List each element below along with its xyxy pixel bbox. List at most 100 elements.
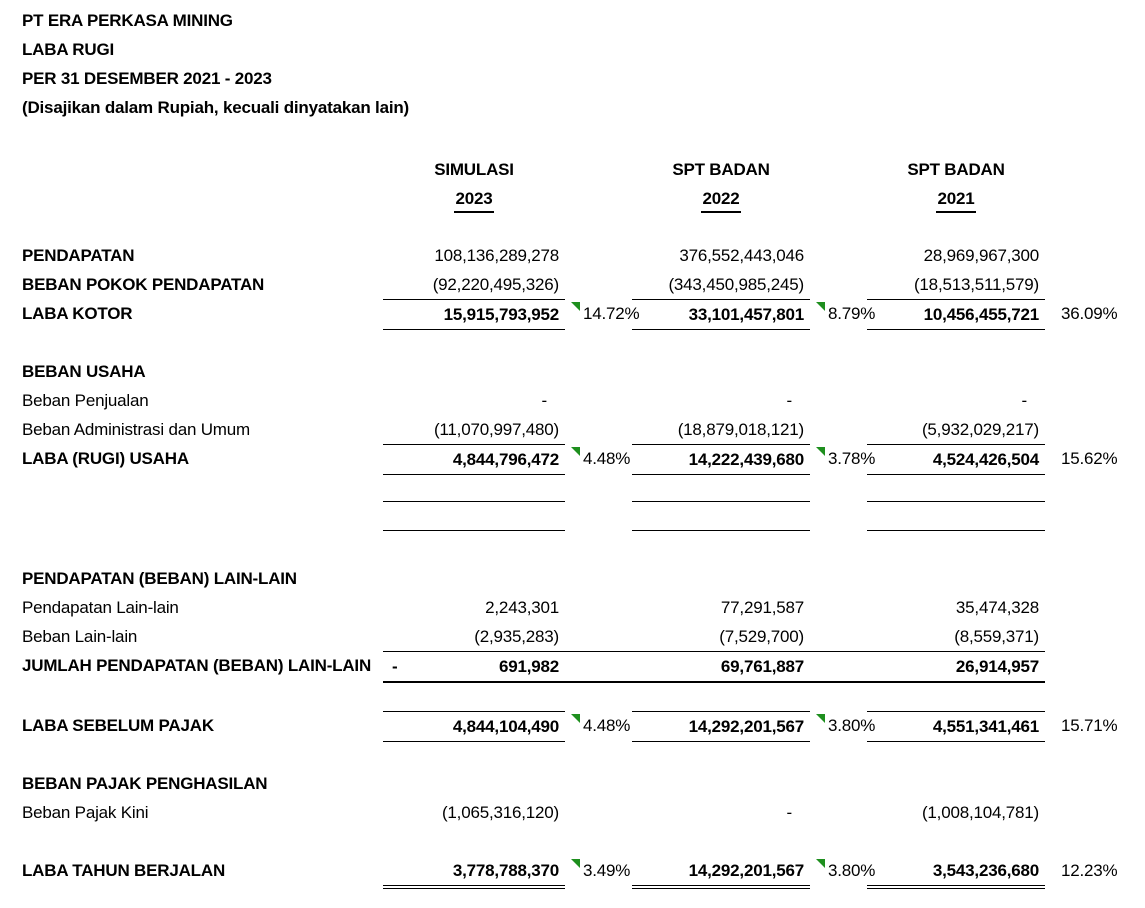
row-label: BEBAN USAHA — [22, 362, 146, 381]
table-row: BEBAN POKOK PENDAPATAN (92,220,495,326) (3… — [0, 270, 1145, 299]
year-header-2022: 2022 — [701, 186, 741, 213]
percent-cell: 4.48% — [565, 444, 632, 475]
table-row: Beban Pajak Kini (1,065,316,120) - (1,008,1… — [0, 798, 1145, 827]
percent-cell: 14.72% — [565, 299, 640, 330]
percent-cell — [810, 241, 867, 270]
column-header-row: SIMULASI SPT BADAN SPT BADAN — [0, 155, 1145, 184]
amount-cell: 33,101,457,801 — [632, 299, 810, 330]
table-row: Pendapatan Lain-lain 2,243,301 77,291,587 3… — [0, 593, 1145, 622]
amount-cell: (1,008,104,781) — [921, 803, 1039, 822]
percent-value: 3.78% — [828, 449, 876, 468]
amount-cell — [383, 769, 565, 798]
percent-value: 3.80% — [828, 716, 876, 735]
percent-cell — [810, 798, 867, 827]
income-statement-sheet: PT ERA PERKASA MINING LABA RUGI PER 31 D… — [0, 11, 1145, 889]
amount-cell — [632, 357, 810, 386]
dash-prefix: - — [392, 657, 398, 676]
percent-value: 4.48% — [583, 716, 631, 735]
percent-cell — [565, 564, 632, 593]
row-label — [0, 502, 383, 531]
percent-cell — [1045, 622, 1145, 651]
table-row — [0, 328, 1145, 357]
amount-cell: (18,513,511,579) — [913, 275, 1039, 294]
row-label: PENDAPATAN — [22, 246, 135, 265]
company-name: PT ERA PERKASA MINING — [22, 11, 233, 30]
percent-cell — [1045, 651, 1145, 683]
amount-cell: (92,220,495,326) — [432, 275, 559, 294]
percent-value: 3.80% — [828, 861, 876, 880]
error-indicator-icon — [816, 302, 825, 311]
percent-cell — [565, 593, 632, 622]
amount-cell: 28,969,967,300 — [923, 246, 1040, 265]
percent-cell — [565, 386, 632, 415]
table-row: Beban Lain-lain (2,935,283) (7,529,700) (8,… — [0, 622, 1145, 651]
year-header-2021: 2021 — [936, 186, 976, 213]
table-row — [0, 531, 1145, 564]
amount-cell: 4,844,104,490 — [383, 711, 565, 742]
amount-cell: 2,243,301 — [485, 598, 559, 617]
table-row: Beban Penjualan - - - — [0, 386, 1145, 415]
amount-cell: 10,456,455,721 — [867, 299, 1045, 330]
percent-cell — [565, 415, 632, 444]
amount-cell — [867, 357, 1045, 386]
percent-cell: 15.62% — [1045, 444, 1145, 475]
amount-cell — [867, 769, 1045, 798]
amount-cell — [383, 357, 565, 386]
report-title: LABA RUGI — [22, 40, 115, 59]
percent-cell — [1045, 415, 1145, 444]
amount-cell: (343,450,985,245) — [668, 275, 804, 294]
error-indicator-icon — [571, 302, 580, 311]
percent-cell — [1045, 473, 1145, 502]
percent-value: 15.71% — [1061, 716, 1118, 735]
column-header-spt-2021: SPT BADAN — [907, 160, 1005, 179]
amount-cell: 4,551,341,461 — [867, 711, 1045, 742]
table-row — [0, 502, 1145, 531]
percent-cell — [810, 593, 867, 622]
row-label: Beban Lain-lain — [22, 627, 138, 646]
percent-cell — [810, 622, 867, 651]
percent-cell — [810, 769, 867, 798]
row-label — [0, 473, 383, 502]
table-row — [0, 827, 1145, 856]
percent-cell — [565, 502, 632, 531]
percent-cell — [810, 270, 867, 299]
percent-cell — [1045, 270, 1145, 299]
percent-cell: 3.78% — [810, 444, 875, 475]
amount-cell — [867, 473, 1045, 502]
percent-cell — [1045, 386, 1145, 415]
error-indicator-icon — [816, 859, 825, 868]
amount-cell: - — [786, 803, 793, 822]
error-indicator-icon — [571, 714, 580, 723]
error-indicator-icon — [571, 859, 580, 868]
amount-cell: - — [541, 391, 548, 410]
percent-cell — [1045, 593, 1145, 622]
percent-cell — [810, 502, 867, 531]
percent-cell: 3.80% — [810, 856, 875, 889]
amount-cell: 4,524,426,504 — [867, 444, 1045, 475]
table-row — [0, 473, 1145, 502]
amount-cell: 26,914,957 — [867, 651, 1045, 683]
percent-cell — [565, 798, 632, 827]
row-label: JUMLAH PENDAPATAN (BEBAN) LAIN-LAIN — [22, 656, 372, 675]
amount-value: 691,982 — [498, 657, 559, 676]
percent-cell — [810, 651, 867, 683]
percent-cell — [810, 357, 867, 386]
amount-cell: 3,778,788,370 — [383, 856, 565, 889]
percent-cell — [1045, 564, 1145, 593]
percent-cell — [1045, 502, 1145, 531]
percent-cell — [1045, 769, 1145, 798]
table-row: LABA SEBELUM PAJAK 4,844,104,490 4.48% 14,2… — [0, 711, 1145, 742]
percent-cell — [565, 357, 632, 386]
error-indicator-icon — [571, 447, 580, 456]
percent-value: 3.49% — [583, 861, 631, 880]
amount-cell — [867, 502, 1045, 531]
percent-cell — [565, 270, 632, 299]
percent-cell — [1045, 798, 1145, 827]
percent-cell — [810, 564, 867, 593]
row-label: LABA TAHUN BERJALAN — [22, 861, 226, 880]
percent-cell: 12.23% — [1045, 856, 1145, 889]
table-row: LABA KOTOR 15,915,793,952 14.72% 33,101,457… — [0, 299, 1145, 330]
table-row — [0, 740, 1145, 769]
amount-cell: (2,935,283) — [474, 627, 559, 646]
percent-value: 4.48% — [583, 449, 631, 468]
